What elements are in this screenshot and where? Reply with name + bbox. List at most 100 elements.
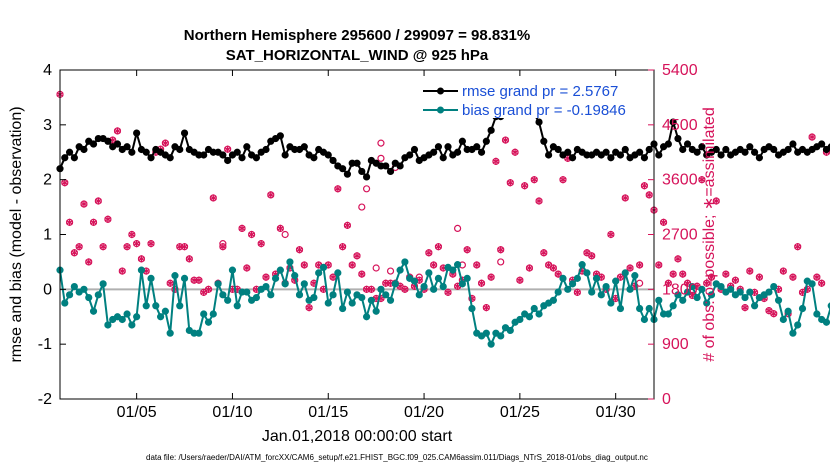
bias-point bbox=[391, 280, 399, 288]
y-tick-label: 4 bbox=[43, 62, 52, 79]
rmse-point bbox=[410, 145, 419, 154]
bias-point bbox=[770, 282, 778, 291]
bias-point bbox=[271, 274, 280, 282]
obs-assimilated-point bbox=[305, 304, 313, 312]
obs-assimilated-stroke bbox=[703, 280, 711, 286]
y-tick-label: 1 bbox=[43, 227, 52, 244]
bias-point bbox=[339, 304, 347, 313]
obs-assimilated-point bbox=[521, 182, 529, 190]
bias-point bbox=[166, 329, 174, 337]
obs-assimilated-stroke bbox=[99, 244, 107, 250]
obs-assimilated-point bbox=[679, 270, 687, 278]
bias-point bbox=[99, 280, 107, 288]
obs-assimilated-point bbox=[559, 176, 567, 184]
obs-possible-point bbox=[497, 258, 505, 266]
obs-assimilated-stroke bbox=[559, 177, 567, 183]
bias-point bbox=[410, 277, 419, 285]
obs-assimilated-stroke bbox=[502, 137, 509, 143]
bias-point bbox=[334, 269, 342, 277]
obs-assimilated-point bbox=[664, 279, 672, 287]
obs-possible-point bbox=[281, 230, 289, 239]
obs-assimilated-point bbox=[181, 243, 188, 251]
obs-assimilated-stroke bbox=[243, 265, 251, 271]
obs-assimilated-stroke bbox=[324, 262, 332, 268]
rmse-point bbox=[219, 151, 227, 159]
x-tick-label: 01/05 bbox=[117, 404, 157, 421]
obs-assimilated-stroke bbox=[200, 290, 208, 295]
bias-point bbox=[746, 288, 754, 296]
bias-point bbox=[559, 274, 567, 282]
bias-point bbox=[152, 302, 160, 310]
y-tick-label: 3 bbox=[43, 117, 52, 134]
obs-assimilated-point bbox=[238, 224, 246, 233]
bias-point bbox=[425, 269, 433, 277]
rmse-point bbox=[113, 140, 122, 148]
rmse-point bbox=[487, 126, 495, 134]
bias-point bbox=[588, 288, 596, 296]
bias-point bbox=[798, 304, 807, 313]
data-file-footer: data file: /Users/raeder/DAI/ATM_forcXX/… bbox=[146, 453, 648, 462]
obs-assimilated-stroke bbox=[794, 244, 802, 250]
rmse-point bbox=[300, 143, 308, 151]
bias-point bbox=[133, 313, 141, 321]
bias-point bbox=[195, 329, 203, 337]
obs-assimilated-point bbox=[554, 270, 562, 278]
bias-point bbox=[348, 299, 356, 307]
obs-assimilated-stroke bbox=[506, 180, 514, 186]
obs-assimilated-stroke bbox=[463, 247, 471, 253]
rmse-point bbox=[324, 151, 332, 159]
obs-assimilated-stroke bbox=[664, 280, 672, 286]
bias-point bbox=[703, 299, 711, 307]
bias-point bbox=[592, 274, 601, 282]
rmse-point bbox=[473, 143, 481, 151]
rmse-point bbox=[616, 151, 625, 159]
rmse-point bbox=[535, 118, 543, 126]
obs-assimilated-stroke bbox=[722, 271, 730, 277]
bias-point bbox=[439, 282, 447, 291]
rmse-point bbox=[123, 143, 131, 151]
rmse-point bbox=[262, 145, 270, 154]
rmse-point bbox=[655, 151, 663, 159]
obs-assimilated-point bbox=[506, 179, 514, 187]
obs-assimilated-point bbox=[703, 279, 711, 287]
obs-assimilated-stroke bbox=[133, 241, 141, 247]
y-tick-label: -2 bbox=[38, 391, 52, 408]
obs-assimilated-stroke bbox=[94, 198, 102, 204]
bias-point bbox=[214, 280, 222, 288]
obs-assimilated-stroke bbox=[645, 192, 653, 198]
obs-assimilated-stroke bbox=[147, 241, 155, 247]
rmse-point bbox=[698, 143, 706, 151]
rmse-point bbox=[683, 140, 692, 148]
obs-assimilated-point bbox=[147, 240, 155, 248]
obs-assimilated-point bbox=[731, 276, 739, 284]
rmse-point bbox=[564, 148, 572, 156]
obs-assimilated-stroke bbox=[128, 232, 136, 237]
bias-point bbox=[420, 282, 428, 291]
y-axis-label-left: rmse and bias (model - observation) bbox=[8, 106, 25, 362]
bias-point bbox=[765, 288, 773, 296]
obs-assimilated-point bbox=[248, 230, 256, 239]
obs-assimilated-stroke bbox=[741, 305, 749, 310]
obs-assimilated-stroke bbox=[492, 159, 500, 164]
obs-assimilated-point bbox=[573, 288, 581, 296]
bias-point bbox=[597, 291, 605, 299]
y-right-tick-label: 900 bbox=[662, 336, 689, 353]
bias-point bbox=[741, 293, 749, 302]
bias-point bbox=[779, 315, 787, 324]
obs-assimilated-point bbox=[698, 176, 706, 184]
obs-assimilated-point bbox=[722, 270, 730, 278]
obs-possible-point bbox=[362, 185, 371, 193]
obs-assimilated-point bbox=[755, 273, 763, 281]
y-axis-label-right: # of obs: o=possible; ∗=assimilated bbox=[701, 107, 718, 361]
bias-point bbox=[147, 274, 155, 282]
rmse-point bbox=[65, 148, 74, 156]
bias-point bbox=[554, 288, 562, 296]
bias-point bbox=[367, 296, 375, 304]
bias-point bbox=[137, 266, 146, 274]
rmse-point bbox=[607, 154, 615, 162]
bias-point bbox=[171, 272, 179, 280]
obs-assimilated-stroke bbox=[511, 149, 519, 155]
obs-possible-point bbox=[219, 240, 227, 248]
bias-point bbox=[674, 291, 682, 299]
